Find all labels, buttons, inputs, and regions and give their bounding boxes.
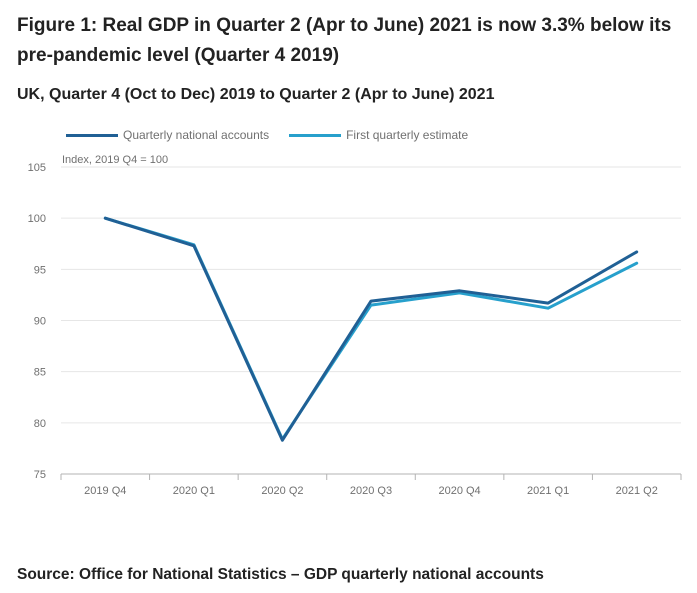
series-lines [103, 216, 639, 442]
legend: Quarterly national accounts First quarte… [66, 126, 488, 144]
y-tick-label: 105 [28, 162, 46, 174]
y-tick-label: 90 [34, 316, 46, 328]
legend-swatch-first-quarterly-estimate [289, 133, 342, 137]
source-note: Source: Office for National Statistics –… [17, 566, 544, 583]
x-tick-label: 2021 Q2 [616, 485, 658, 497]
legend-label-quarterly-national-accounts: Quarterly national accounts [123, 128, 270, 142]
legend-swatch-quarterly-national-accounts [66, 133, 118, 137]
line-chart: 105 100 95 90 85 80 75 Index, 2019 Q4 = 100 20… [28, 154, 682, 497]
x-tick-label: 2019 Q4 [84, 485, 126, 497]
series-line-quarterly-national-accounts [103, 216, 639, 442]
y-axis-ticks: 105 100 95 90 85 80 75 [28, 162, 46, 481]
gridlines [61, 166, 681, 424]
chart-subtitle: UK, Quarter 4 (Oct to Dec) 2019 to Quart… [17, 86, 495, 103]
x-tick-label: 2021 Q1 [527, 485, 569, 497]
y-tick-label: 100 [28, 213, 46, 225]
x-axis: 2019 Q4 2020 Q1 2020 Q2 2020 Q3 2020 Q4 2021 … [60, 473, 682, 497]
y-tick-label: 95 [34, 264, 46, 276]
legend-item-first-quarterly-estimate: First quarterly estimate [289, 128, 468, 142]
chart-title: Figure 1: Real GDP in Quarter 2 (Apr to … [17, 15, 672, 66]
x-tick-label: 2020 Q4 [438, 485, 480, 497]
legend-item-quarterly-national-accounts: Quarterly national accounts [66, 128, 269, 142]
y-tick-label: 85 [34, 367, 46, 379]
y-axis-label: Index, 2019 Q4 = 100 [62, 154, 168, 166]
legend-label-first-quarterly-estimate: First quarterly estimate [346, 128, 469, 142]
x-tick-label: 2020 Q3 [350, 485, 392, 497]
y-tick-label: 80 [34, 418, 46, 430]
series-line-first-quarterly-estimate [103, 216, 639, 441]
x-tick-label: 2020 Q2 [261, 485, 303, 497]
y-tick-label: 75 [34, 469, 46, 481]
x-tick-label: 2020 Q1 [173, 485, 215, 497]
